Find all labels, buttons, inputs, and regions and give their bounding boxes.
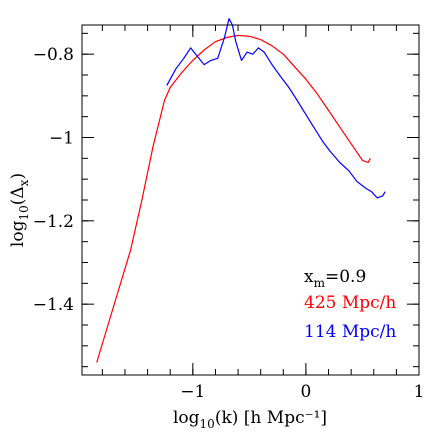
y-tick-label: −1.2 <box>33 212 74 232</box>
series-line-1 <box>96 34 371 363</box>
y-tick-label: −0.8 <box>33 45 74 65</box>
x-tick-label: −1 <box>180 382 205 402</box>
x-tick-label: 1 <box>414 382 425 402</box>
series-line-2 <box>166 18 386 199</box>
tick-marks <box>82 25 420 375</box>
plot-frame <box>81 24 420 376</box>
series-lines <box>96 18 386 363</box>
tick-labels: −1 0 1 −0.8 −1 −1.2 −1.4 <box>33 45 425 402</box>
x-axis-label: log10(k) [h Mpc⁻¹] <box>173 408 327 431</box>
y-axis-label: log10(Δx) <box>8 173 31 247</box>
legend-label-series-1: 425 Mpc/h <box>304 293 396 313</box>
legend-label-series-2: 114 Mpc/h <box>304 322 396 342</box>
y-tick-label: −1.4 <box>33 295 74 315</box>
y-tick-label: −1 <box>49 129 74 149</box>
annotation-xm: xm=0.9 <box>304 267 366 290</box>
x-tick-label: 0 <box>300 382 311 402</box>
